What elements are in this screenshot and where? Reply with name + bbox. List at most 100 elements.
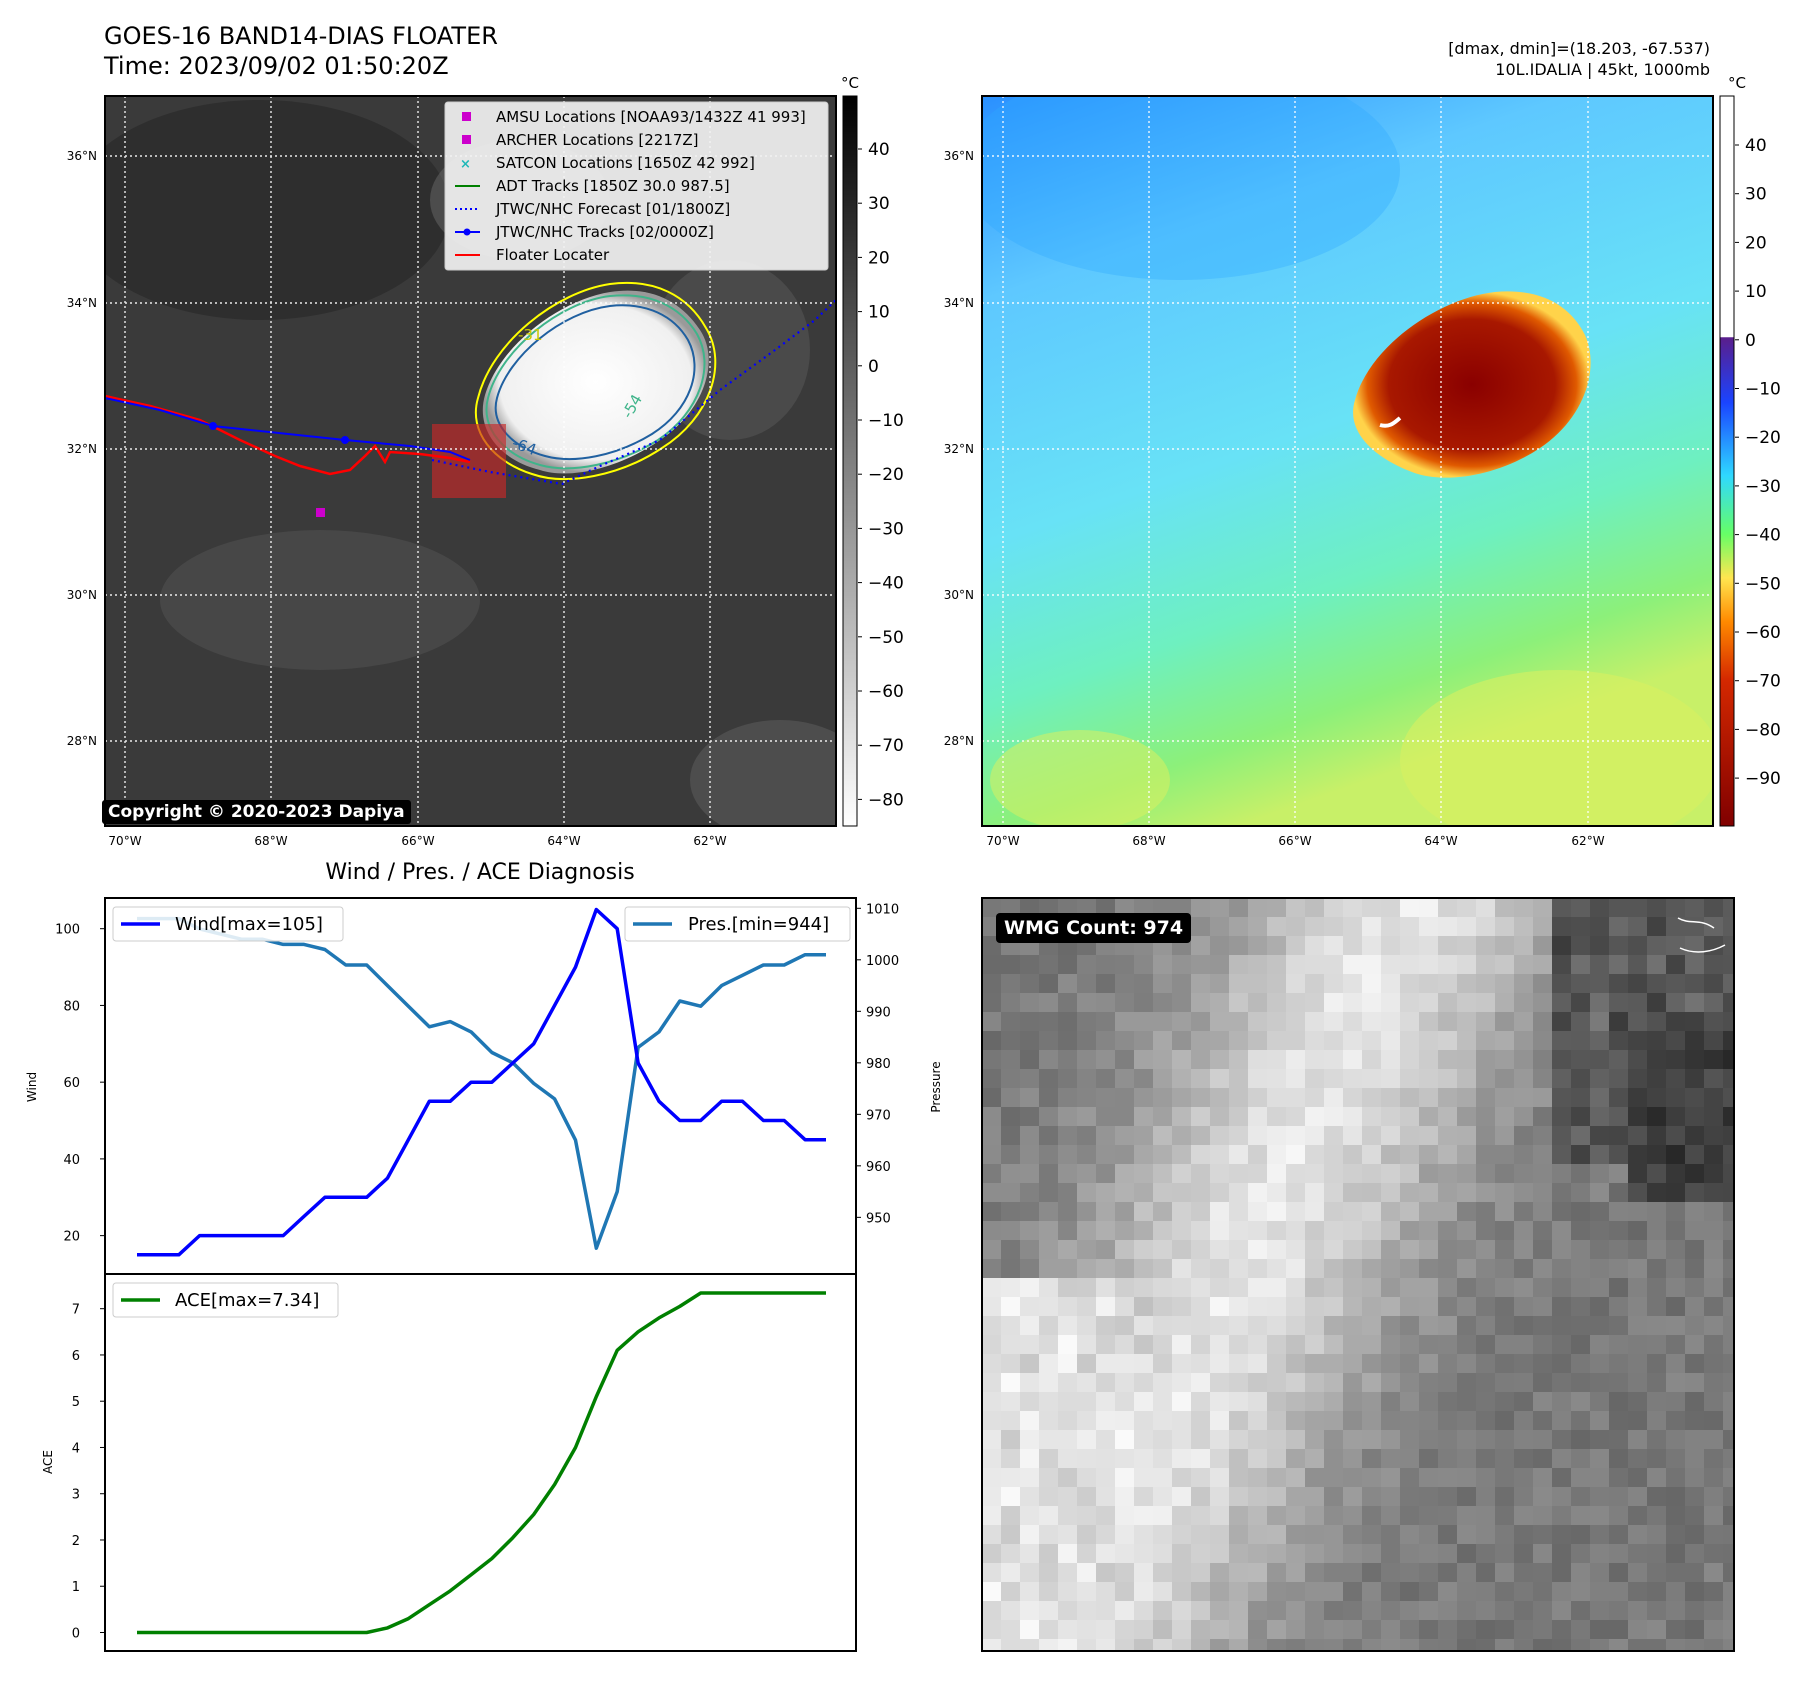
y-tick-label: 1 [72, 1580, 80, 1595]
wind-pres-axes [104, 897, 857, 1275]
legend-archer: ARCHER Locations [2217Z] [496, 131, 699, 149]
ir-contour-54 [485, 294, 706, 470]
ir-contour-label-31: -31 [518, 326, 543, 344]
ir-lon-label: 64°W [547, 834, 580, 848]
ace-legend-label: ACE[max=7.34] [175, 1290, 319, 1311]
archer-marker [316, 508, 325, 517]
pressure-ylabel: Pressure [929, 1061, 943, 1112]
color-lon-label: 70°W [986, 834, 1019, 848]
storm-info-text: 10L.IDALIA | 45kt, 1000mb [1495, 60, 1710, 79]
ir-contour-64 [494, 304, 696, 461]
wmg-panel [981, 897, 1735, 1652]
color-colorbar-tick-label: 20 [1745, 233, 1767, 253]
y2-tick-label: 1010 [866, 902, 899, 917]
color-colorbar-tick-label: −10 [1745, 380, 1781, 400]
ir-legend: × AMSU Locations [NOAA93/1432Z 41 993] A… [444, 101, 829, 271]
y-tick-label: 3 [72, 1488, 80, 1503]
color-colorbar [1719, 95, 1735, 827]
legend-jtwc-forecast: JTWC/NHC Forecast [01/1800Z] [495, 200, 730, 218]
ir-colorbar-tick-label: 10 [868, 303, 890, 323]
pres-legend-label: Pres.[min=944] [688, 914, 829, 935]
y-tick-label: 6 [72, 1349, 80, 1364]
y-tick-label: 20 [63, 1230, 80, 1245]
pres-legend: Pres.[min=944] [624, 906, 851, 942]
y2-tick-label: 960 [866, 1160, 891, 1175]
dmax-dmin-text: [dmax, dmin]=(18.203, -67.537) [1448, 39, 1710, 58]
color-colorbar-tick-label: 40 [1745, 136, 1767, 156]
y2-tick-label: 980 [866, 1057, 891, 1072]
color-colorbar-tick-label: −50 [1745, 574, 1781, 594]
ir-colorbar-ticks: 40 30 20 10 0 −10 −20 −30 −40 −50 −60 −70 −80 [858, 140, 904, 810]
ir-lon-label: 70°W [108, 834, 141, 848]
y-tick-label: 7 [72, 1303, 80, 1318]
color-colorbar-unit: °C [1728, 74, 1746, 92]
y2-tick-label: 1000 [866, 954, 899, 969]
ir-lon-label: 66°W [401, 834, 434, 848]
legend-satcon: SATCON Locations [1650Z 42 992] [496, 154, 755, 172]
ir-colorbar-tick-label: 30 [868, 194, 890, 214]
ir-colorbar-tick-label: −70 [868, 736, 904, 756]
diagnosis-title: Wind / Pres. / ACE Diagnosis [325, 860, 634, 885]
ir-colorbar-tick-label: 0 [868, 357, 879, 377]
wmg-count-label: WMG Count: 974 [996, 913, 1192, 943]
color-colorbar-tick-label: −60 [1745, 623, 1781, 643]
ace-ylabel: ACE [41, 1450, 55, 1474]
legend-amsu: AMSU Locations [NOAA93/1432Z 41 993] [496, 108, 806, 126]
y-tick-label: 60 [63, 1076, 80, 1091]
ir-colorbar-tick-label: −20 [868, 465, 904, 485]
color-colorbar-tick-label: 10 [1745, 282, 1767, 302]
color-colorbar-tick-label: 0 [1745, 331, 1756, 351]
y-tick-label: 40 [63, 1153, 80, 1168]
color-lon-label: 62°W [1571, 834, 1604, 848]
ir-colorbar-tick-label: −40 [868, 574, 904, 594]
wind-series-line [137, 907, 826, 1257]
color-colorbar-tick-label: −80 [1745, 720, 1781, 740]
ir-colorbar-tick-label: −60 [868, 682, 904, 702]
y-tick-label: 2 [72, 1534, 80, 1549]
color-lat-label: 28°N [944, 734, 974, 748]
legend-jtwc-tracks: JTWC/NHC Tracks [02/0000Z] [495, 223, 714, 241]
y2-tick-label: 950 [866, 1211, 891, 1226]
ir-lat-label: 32°N [67, 442, 97, 456]
ir-lon-label: 62°W [693, 834, 726, 848]
ir-lat-label: 36°N [67, 149, 97, 163]
ace-legend: ACE[max=7.34] [112, 1282, 339, 1318]
color-colorbar-tick-label: −90 [1745, 769, 1781, 789]
color-colorbar-tick-label: −40 [1745, 526, 1781, 546]
ir-lon-labels: 70°W 68°W 66°W 64°W 62°W [108, 834, 726, 848]
color-colorbar-tick-label: 30 [1745, 185, 1767, 205]
y2-tick-label: 990 [866, 1005, 891, 1020]
ir-lat-labels: 36°N 34°N 32°N 30°N 28°N [67, 149, 97, 748]
ir-colorbar [842, 95, 858, 827]
ir-lon-label: 68°W [254, 834, 287, 848]
figure-time: Time: 2023/09/02 01:50:20Z [103, 52, 449, 80]
color-map-panel: 36°N 34°N 32°N 30°N 28°N 70°W 68°W 66°W … [944, 74, 1781, 848]
color-storm-cloud [1353, 291, 1591, 478]
y-tick-label: 4 [72, 1441, 80, 1456]
svg-text:×: × [460, 157, 471, 172]
color-lat-label: 36°N [944, 149, 974, 163]
ir-lat-label: 28°N [67, 734, 97, 748]
color-lon-labels: 70°W 68°W 66°W 64°W 62°W [986, 834, 1604, 848]
wind-legend: Wind[max=105] [112, 906, 344, 942]
color-lon-label: 64°W [1424, 834, 1457, 848]
color-colorbar-ticks: 40 30 20 10 0 −10 −20 −30 −40 −50 −60 −70 −80 −90 [1735, 136, 1781, 789]
legend-adt: ADT Tracks [1850Z 30.0 987.5] [496, 177, 730, 195]
legend-floater: Floater Locater [496, 246, 610, 264]
ir-lat-label: 34°N [67, 296, 97, 310]
y-tick-label: 100 [55, 923, 80, 938]
ir-colorbar-tick-label: −10 [868, 411, 904, 431]
ir-contour-31 [474, 281, 717, 480]
color-lon-label: 68°W [1132, 834, 1165, 848]
wind-ylabel: Wind [25, 1072, 39, 1102]
jtwc-track-point [209, 422, 217, 430]
diagnosis-panel: Wind / Pres. / ACE Diagnosis Wind Pressu… [25, 860, 943, 1652]
color-lat-label: 34°N [944, 296, 974, 310]
color-lat-labels: 36°N 34°N 32°N 30°N 28°N [944, 149, 974, 748]
color-lat-label: 30°N [944, 588, 974, 602]
ace-axes [104, 1273, 857, 1652]
ir-colorbar-tick-label: −30 [868, 519, 904, 539]
ir-storm-cloud [482, 290, 709, 474]
ir-colorbar-unit: °C [841, 74, 859, 92]
